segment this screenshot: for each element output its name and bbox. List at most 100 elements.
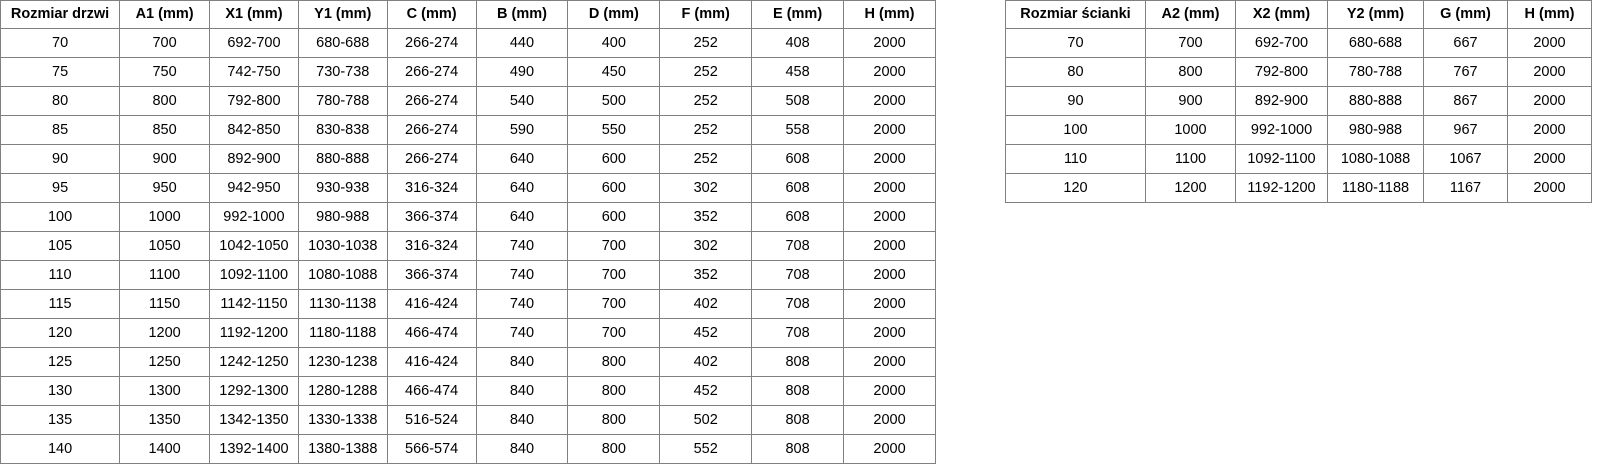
door-dimensions-table-cell: 850 bbox=[119, 115, 210, 145]
wall-panel-dimensions-table-column-header: Rozmiar ścianki bbox=[1005, 0, 1146, 29]
door-dimensions-table-cell: 680-688 bbox=[297, 28, 388, 58]
door-dimensions-table-cell: 352 bbox=[659, 202, 753, 232]
door-dimensions-table-cell: 1180-1188 bbox=[297, 318, 388, 348]
wall-panel-dimensions-table-cell: 892-900 bbox=[1235, 86, 1328, 116]
door-dimensions-table-cell: 2000 bbox=[843, 28, 936, 58]
door-dimensions-table-cell: 466-474 bbox=[386, 376, 477, 406]
wall-panel-dimensions-table-cell: 120 bbox=[1005, 173, 1146, 203]
door-dimensions-table-cell: 2000 bbox=[843, 173, 936, 203]
door-dimensions-table-cell: 840 bbox=[475, 347, 569, 377]
door-dimensions-table-cell: 1092-1100 bbox=[209, 260, 299, 290]
door-dimensions-table-cell: 2000 bbox=[843, 347, 936, 377]
door-dimensions-table-cell: 140 bbox=[0, 434, 121, 464]
door-dimensions-table-cell: 900 bbox=[119, 144, 210, 174]
door-dimensions-table-cell: 566-574 bbox=[386, 434, 477, 464]
door-dimensions-table-cell: 708 bbox=[751, 318, 845, 348]
wall-panel-dimensions-table-cell: 1100 bbox=[1145, 144, 1236, 174]
door-dimensions-table-cell: 1000 bbox=[119, 202, 210, 232]
wall-table-head: Rozmiar ścianki A2 (mm) X2 (mm) Y2 (mm) G (m… bbox=[1005, 0, 1592, 29]
door-dimensions-table-cell: 75 bbox=[0, 57, 121, 87]
door-dimensions-table-cell: 808 bbox=[751, 347, 845, 377]
door-dimensions-table-cell: 366-374 bbox=[386, 260, 477, 290]
wall-panel-dimensions-table-row: 100 1000 992-1000 980-988 967 2000 bbox=[1005, 115, 1592, 145]
wall-panel-dimensions-table-cell: 70 bbox=[1005, 28, 1146, 58]
wall-panel-dimensions-table-cell: 967 bbox=[1423, 115, 1508, 145]
door-dimensions-table-cell: 2000 bbox=[843, 202, 936, 232]
door-dimensions-table-cell: 266-274 bbox=[386, 57, 477, 87]
door-dimensions-table-column-header: H (mm) bbox=[843, 0, 936, 29]
door-dimensions-table-cell: 600 bbox=[567, 173, 661, 203]
door-dimensions-table-cell: 316-324 bbox=[386, 173, 477, 203]
door-dimensions-table-column-header: C (mm) bbox=[386, 0, 477, 29]
door-dimensions-table-cell: 608 bbox=[751, 173, 845, 203]
door-dimensions-table-cell: 416-424 bbox=[386, 347, 477, 377]
wall-panel-dimensions-table-column-header: A2 (mm) bbox=[1145, 0, 1236, 29]
wall-panel-dimensions-table-cell: 980-988 bbox=[1327, 115, 1424, 145]
wall-panel-dimensions-table-cell: 2000 bbox=[1507, 28, 1592, 58]
door-dimensions-table-cell: 1292-1300 bbox=[209, 376, 299, 406]
door-dimensions-table-cell: 2000 bbox=[843, 115, 936, 145]
wall-panel-dimensions-table-cell: 2000 bbox=[1507, 144, 1592, 174]
door-dimensions-table-cell: 2000 bbox=[843, 86, 936, 116]
door-dimensions-table-cell: 640 bbox=[475, 173, 569, 203]
wall-panel-dimensions-table-cell: 100 bbox=[1005, 115, 1146, 145]
door-dimensions-table-cell: 408 bbox=[751, 28, 845, 58]
door-dimensions-table-cell: 452 bbox=[659, 376, 753, 406]
wall-panel-dimensions-table-row: 70 700 692-700 680-688 667 2000 bbox=[1005, 28, 1592, 58]
door-dimensions-table-cell: 266-274 bbox=[386, 86, 477, 116]
wall-panel-dimensions-table-row: 90 900 892-900 880-888 867 2000 bbox=[1005, 86, 1592, 116]
door-dimensions-table-cell: 452 bbox=[659, 318, 753, 348]
wall-panel-dimensions-table-cell: 1192-1200 bbox=[1235, 173, 1328, 203]
door-dimensions-table-cell: 1280-1288 bbox=[297, 376, 388, 406]
door-dimensions-table-column-header: F (mm) bbox=[659, 0, 753, 29]
door-dimensions-table-cell: 1392-1400 bbox=[209, 434, 299, 464]
door-dimensions-table-cell: 692-700 bbox=[209, 28, 299, 58]
door-dimensions-table-cell: 2000 bbox=[843, 144, 936, 174]
door-dimensions-table-cell: 1242-1250 bbox=[209, 347, 299, 377]
door-dimensions-table-cell: 2000 bbox=[843, 260, 936, 290]
door-dimensions-table-cell: 708 bbox=[751, 260, 845, 290]
door-dimensions-table-cell: 740 bbox=[475, 231, 569, 261]
door-dimensions-table-row: 135 1350 1342-1350 1330-1338 516-524 840 800 50… bbox=[0, 405, 936, 435]
door-dimensions-table-cell: 700 bbox=[567, 260, 661, 290]
door-dimensions-table-row: 130 1300 1292-1300 1280-1288 466-474 840 800 45… bbox=[0, 376, 936, 406]
door-dimensions-table-cell: 302 bbox=[659, 173, 753, 203]
door-dimensions-table-row: 100 1000 992-1000 980-988 366-374 640 600 352 60… bbox=[0, 202, 936, 232]
door-dimensions-table-cell: 266-274 bbox=[386, 28, 477, 58]
door-dimensions-table-cell: 302 bbox=[659, 231, 753, 261]
wall-panel-dimensions-table-column-header: X2 (mm) bbox=[1235, 0, 1328, 29]
door-dimensions-table-row: 85 850 842-850 830-838 266-274 590 550 252 558 20… bbox=[0, 115, 936, 145]
door-dimensions-table-cell: 120 bbox=[0, 318, 121, 348]
door-dimensions-table-row: 140 1400 1392-1400 1380-1388 566-574 840 800 55… bbox=[0, 434, 936, 464]
door-dimensions-table-cell: 1130-1138 bbox=[297, 289, 388, 319]
door-dimensions-table-row: 125 1250 1242-1250 1230-1238 416-424 840 800 40… bbox=[0, 347, 936, 377]
wall-table-body: 70 700 692-700 680-688 667 2000 80 800 792-800 78… bbox=[1005, 28, 1592, 203]
door-dimensions-table-cell: 892-900 bbox=[209, 144, 299, 174]
door-dimensions-table-cell: 400 bbox=[567, 28, 661, 58]
door-dimensions-table-cell: 105 bbox=[0, 231, 121, 261]
door-dimensions-table-cell: 316-324 bbox=[386, 231, 477, 261]
door-dimensions-table-cell: 500 bbox=[567, 86, 661, 116]
door-dimensions-table-cell: 352 bbox=[659, 260, 753, 290]
door-dimensions-table-cell: 708 bbox=[751, 289, 845, 319]
door-dimensions-table-cell: 2000 bbox=[843, 376, 936, 406]
door-dimensions-table-cell: 750 bbox=[119, 57, 210, 87]
door-dimensions-table-cell: 800 bbox=[567, 376, 661, 406]
door-dimensions-table-cell: 70 bbox=[0, 28, 121, 58]
door-dimensions-table-row: 90 900 892-900 880-888 266-274 640 600 252 608 20… bbox=[0, 144, 936, 174]
door-dimensions-table-cell: 880-888 bbox=[297, 144, 388, 174]
door-dimensions-table-cell: 600 bbox=[567, 202, 661, 232]
wall-panel-dimensions-table-cell: 867 bbox=[1423, 86, 1508, 116]
doors-table-body: 70 700 692-700 680-688 266-274 440 400 252 408 20… bbox=[0, 28, 936, 464]
door-dimensions-table-cell: 700 bbox=[119, 28, 210, 58]
door-dimensions-table-column-header: D (mm) bbox=[567, 0, 661, 29]
door-dimensions-table-cell: 252 bbox=[659, 57, 753, 87]
door-dimensions-table-cell: 840 bbox=[475, 405, 569, 435]
wall-panel-dimensions-table-cell: 1167 bbox=[1423, 173, 1508, 203]
door-dimensions-table-cell: 840 bbox=[475, 376, 569, 406]
wall-panel-dimensions-table-cell: 1067 bbox=[1423, 144, 1508, 174]
door-dimensions-table-cell: 516-524 bbox=[386, 405, 477, 435]
door-dimensions-table-row: 115 1150 1142-1150 1130-1138 416-424 740 700 40… bbox=[0, 289, 936, 319]
wall-panel-dimensions-table-cell: 2000 bbox=[1507, 86, 1592, 116]
